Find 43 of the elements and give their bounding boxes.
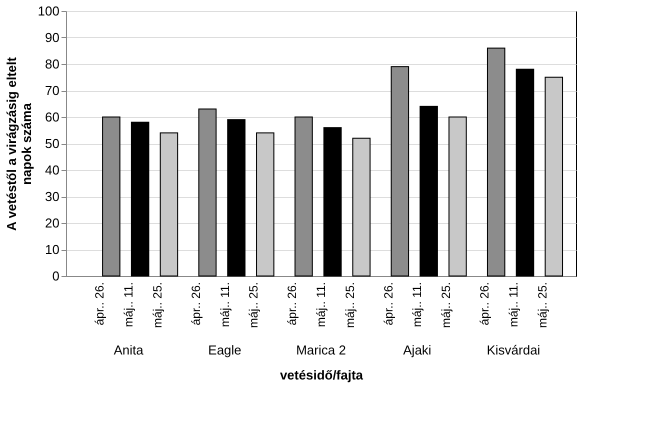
- text: máj.. 25.: [439, 282, 454, 328]
- text: máj.. 11.: [218, 282, 232, 328]
- bar: [352, 138, 371, 276]
- y-tick-label: 90: [45, 30, 60, 45]
- y-tick-label: 80: [45, 56, 60, 72]
- bar: [130, 122, 150, 276]
- bar: [160, 132, 178, 276]
- y-tick-label: 60: [45, 110, 60, 124]
- y-axis-title: A vetéstől a virágzásig eltelt napok száma: [4, 56, 34, 231]
- x-tick-label: Eagle: [208, 342, 242, 358]
- bar: [516, 68, 534, 276]
- y-tick-label: 40: [45, 162, 60, 178]
- text: máj.. 11.: [410, 282, 424, 328]
- bar: [256, 132, 274, 276]
- bar: [323, 127, 342, 276]
- text: ápr.. 26.: [478, 282, 492, 326]
- x-tick-label: Marica 2: [296, 342, 346, 358]
- text: ápr.. 26.: [188, 282, 203, 326]
- text: ápr.. 26.: [92, 282, 107, 326]
- x-tick-label: Anita: [114, 342, 144, 358]
- text: máj.. 25.: [535, 282, 550, 328]
- text: máj.. 25.: [150, 282, 164, 328]
- text: máj.. 25.: [246, 282, 261, 328]
- bar: [448, 116, 467, 276]
- text: máj.. 11.: [122, 282, 136, 328]
- y-tick-label: 70: [45, 83, 60, 98]
- text: ápr.. 26.: [285, 282, 300, 326]
- y-tick-label: 20: [45, 216, 60, 230]
- text: máj.. 11.: [506, 282, 520, 328]
- y-tick-label: 30: [45, 189, 60, 204]
- y-tick-label: 100: [38, 4, 60, 18]
- x-tick-label: Ajaki: [403, 342, 432, 358]
- y-tick-label: 10: [45, 242, 60, 257]
- text: máj.. 25.: [342, 282, 357, 328]
- y-tick-label: 0: [52, 268, 60, 284]
- y-tick-label: 50: [45, 136, 60, 151]
- bar: [544, 76, 564, 276]
- text: ápr.. 26.: [381, 282, 396, 326]
- bar: [227, 119, 246, 276]
- x-tick-label: Kisvárdai: [486, 342, 540, 358]
- bar: [420, 106, 438, 276]
- x-axis-title: vetésidő/fajta: [280, 368, 364, 382]
- text: máj.. 11.: [314, 282, 328, 328]
